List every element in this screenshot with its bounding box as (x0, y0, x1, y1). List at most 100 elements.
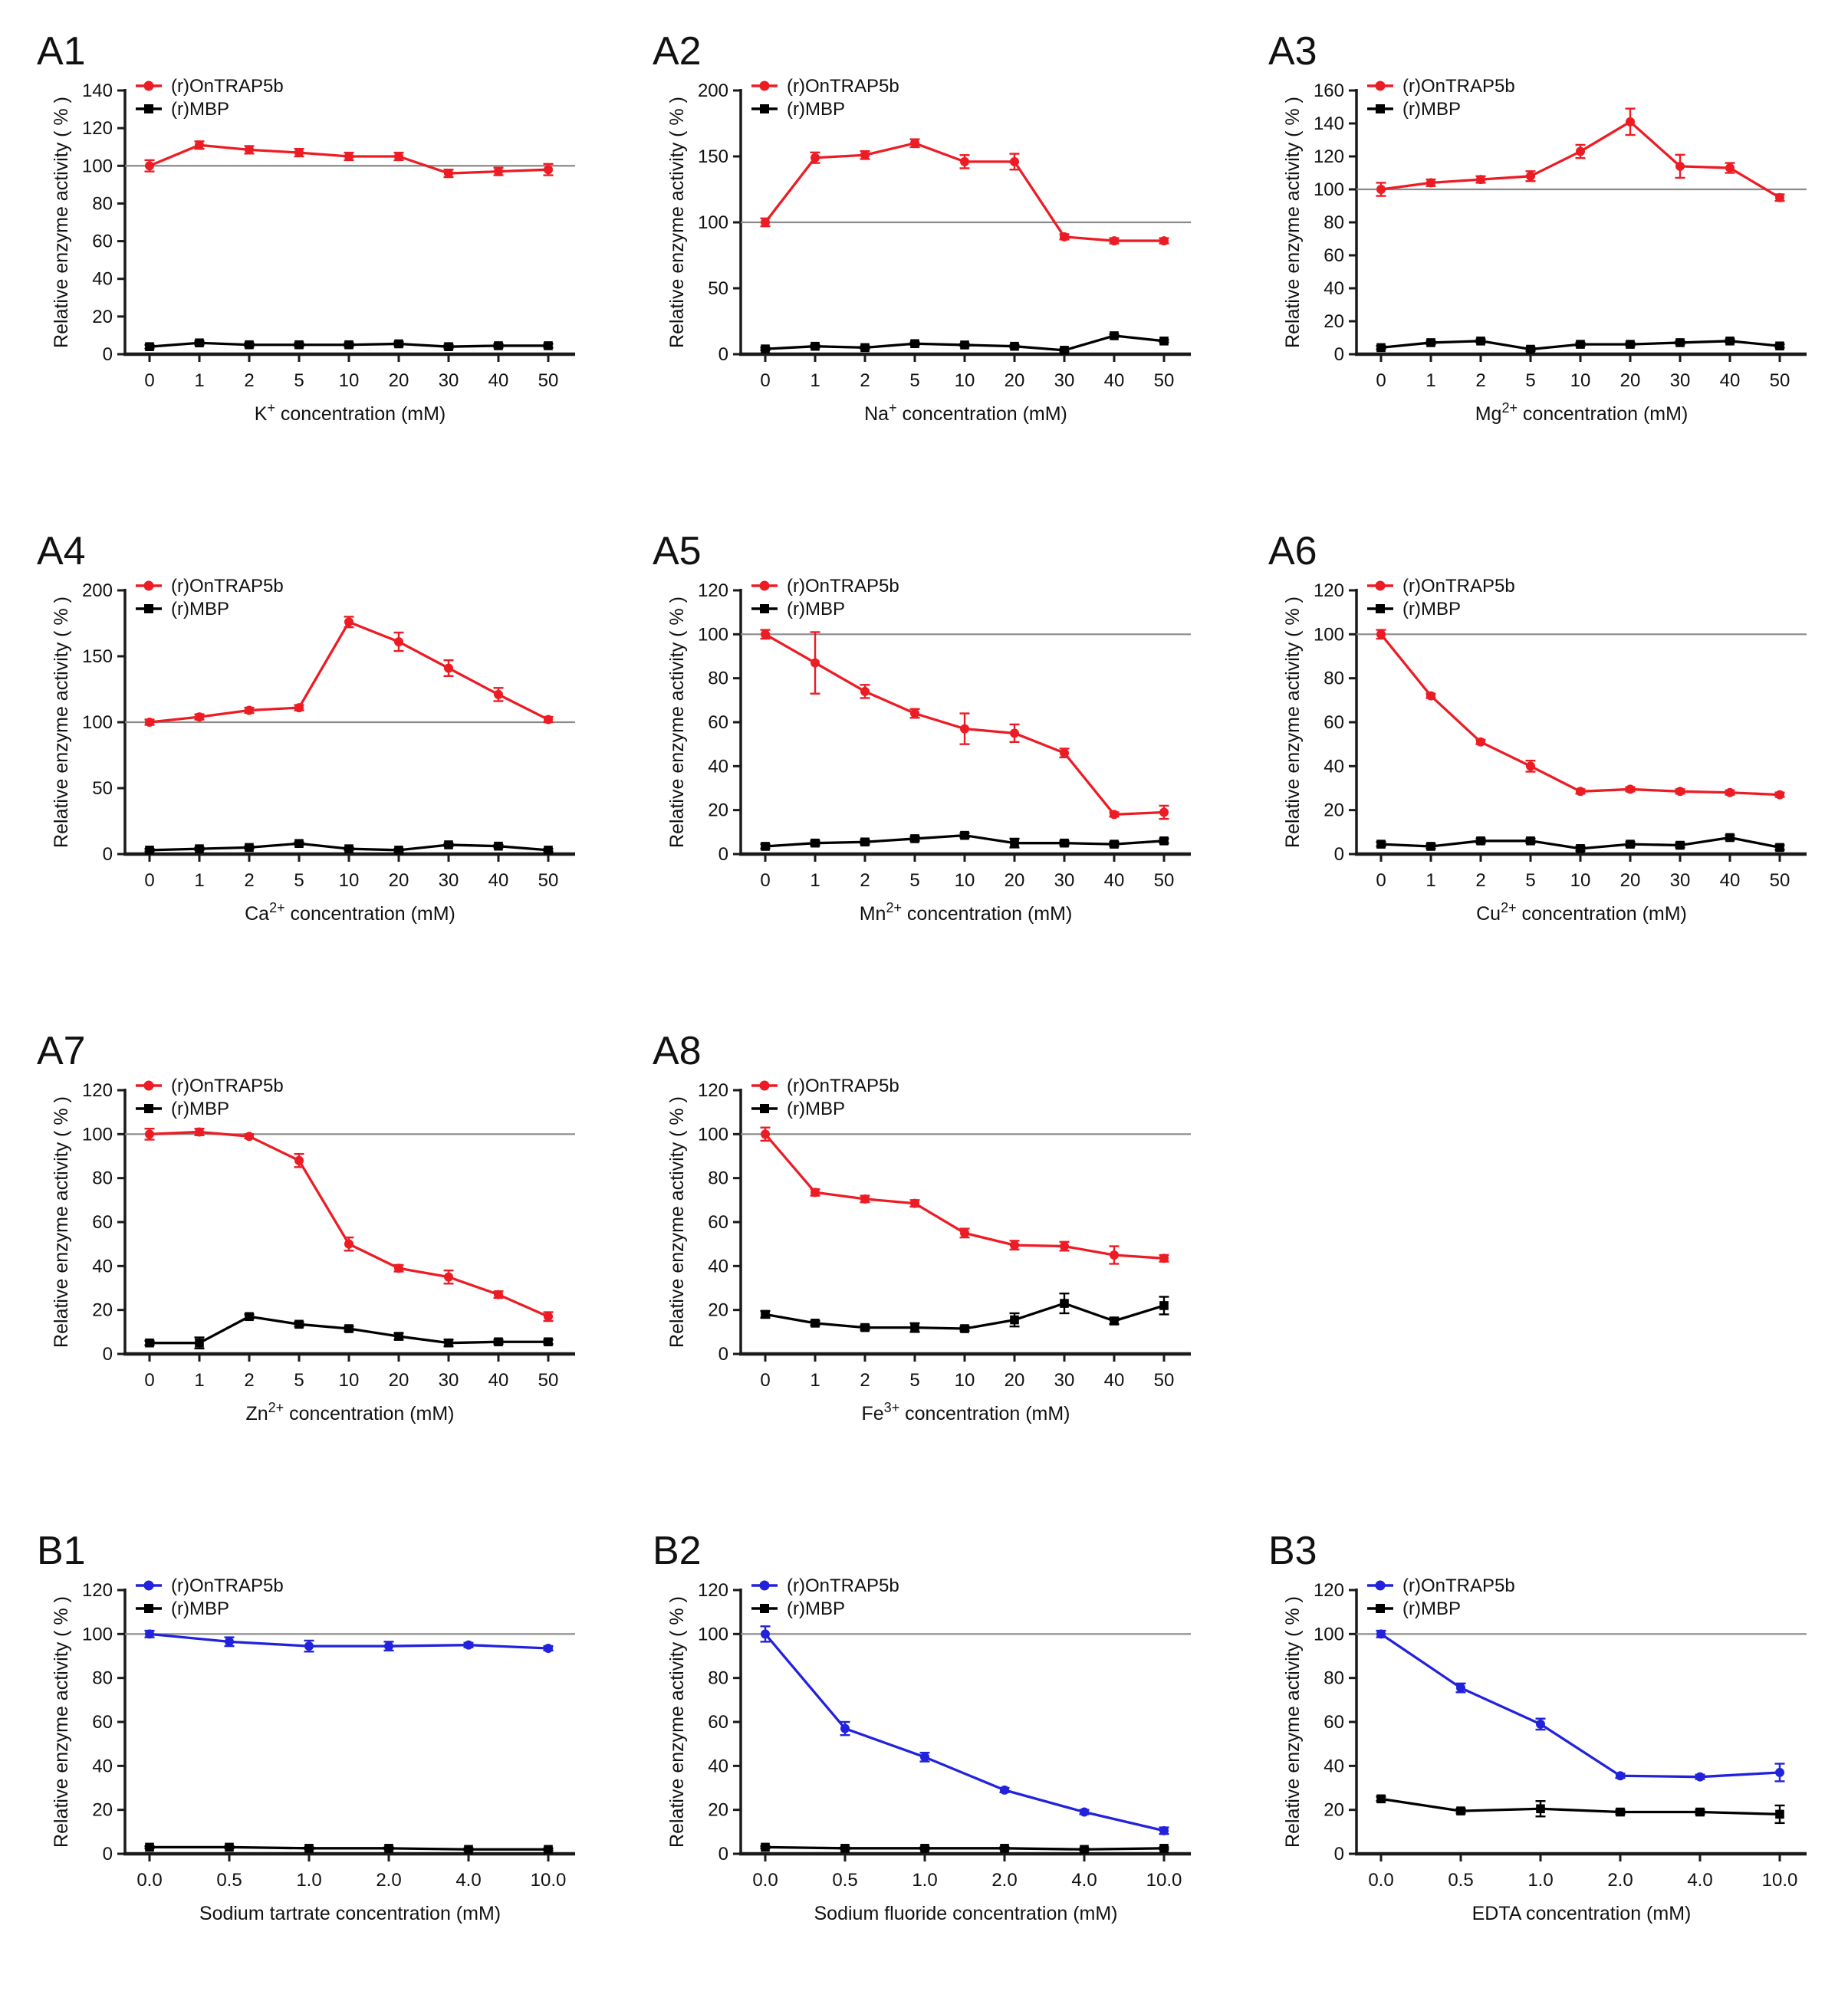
x-tick-label: 20 (389, 870, 409, 891)
panel-title: A5 (653, 529, 702, 573)
y-axis-label: Relative enzyme activity ( % ) (1282, 596, 1304, 848)
y-tick-label: 40 (708, 756, 728, 777)
x-tick-label: 2 (1475, 870, 1485, 891)
legend-marker-circle (759, 80, 770, 91)
legend-label: (r)OnTRAP5b (171, 1576, 284, 1596)
x-tick-label: 30 (439, 1370, 459, 1391)
x-tick-label: 50 (1154, 1370, 1175, 1391)
y-axis-label: Relative enzyme activity ( % ) (51, 1096, 72, 1348)
data-point (544, 341, 553, 350)
panel-title: A3 (1268, 29, 1317, 74)
y-axis-label: Relative enzyme activity ( % ) (51, 97, 72, 348)
data-point (544, 1312, 553, 1322)
data-point (860, 343, 870, 353)
y-tick-label: 120 (698, 1080, 728, 1101)
x-tick-label: 50 (1770, 870, 1790, 891)
y-tick-label: 40 (92, 269, 113, 290)
x-tick-label: 1 (1425, 370, 1435, 391)
x-tick-label: 10.0 (1146, 1870, 1182, 1891)
data-point (1775, 790, 1784, 800)
legend-marker-circle (759, 1080, 770, 1091)
data-point (811, 341, 820, 351)
y-tick-label: 160 (1314, 80, 1344, 101)
y-tick-label: 0 (718, 1344, 728, 1365)
legend-label: (r)OnTRAP5b (787, 1076, 899, 1096)
legend-marker-square (144, 1604, 153, 1613)
legend-marker-square (760, 1604, 769, 1613)
axes: 0 20 40 60 80 100 120 0 1 2 5 10 20 30 40 50 (82, 1080, 575, 1391)
x-tick-label: 50 (1154, 370, 1175, 391)
x-tick-label: 10 (955, 870, 975, 891)
data-point (1725, 337, 1735, 346)
data-point (860, 150, 870, 160)
data-point (1376, 185, 1386, 194)
data-point (344, 1324, 353, 1333)
x-tick-label: 2 (244, 870, 254, 891)
data-point (1159, 1825, 1169, 1835)
data-point (225, 1637, 234, 1647)
x-tick-label: 20 (1620, 370, 1641, 391)
data-point (394, 637, 403, 647)
y-tick-label: 80 (708, 669, 728, 689)
panel-title: A8 (653, 1029, 702, 1073)
data-point (910, 138, 919, 148)
data-point (544, 165, 553, 175)
y-tick-label: 50 (92, 778, 113, 799)
legend: (r)OnTRAP5b(r)MBP (136, 1576, 284, 1619)
data-point (811, 658, 820, 668)
series-mbp (760, 830, 1169, 851)
x-axis-label: Fe3+ concentration (mM) (861, 1400, 1070, 1424)
x-tick-label: 2.0 (376, 1870, 401, 1891)
legend-label: (r)MBP (787, 1099, 845, 1119)
x-tick-label: 30 (1670, 870, 1691, 891)
data-point (1376, 1629, 1386, 1639)
chart-A6: A6 0 20 40 60 80 100 120 0 1 2 5 10 20 30 40 50 Cu2+ conc… (1268, 529, 1807, 925)
data-point (544, 1337, 553, 1347)
y-tick-label: 20 (1324, 800, 1344, 821)
panel-cell-B2: B2 0 20 40 60 80 100 120 0.0 0.5 1.0 2.0 4.0 10.0 Sodi… (616, 1500, 1231, 1999)
panel-title: A4 (37, 529, 86, 573)
chart-A2: A2 0 50 100 150 200 0 1 2 5 10 20 30 40 50 Na+ concentr… (653, 29, 1191, 425)
y-tick-label: 0 (718, 344, 728, 365)
data-point (1376, 840, 1386, 849)
panel-cell-A6: A6 0 20 40 60 80 100 120 0 1 2 5 10 20 30 40 50 Cu2+ conc… (1231, 500, 1847, 1000)
y-tick-label: 0 (1334, 344, 1344, 365)
data-point (195, 712, 204, 722)
legend-marker-square (1376, 104, 1385, 113)
y-tick-label: 40 (1324, 278, 1344, 299)
data-point (1476, 836, 1485, 846)
data-point (1775, 341, 1784, 351)
data-point (1110, 1316, 1119, 1326)
data-point (195, 1338, 204, 1348)
data-point (1159, 807, 1169, 817)
data-point (1159, 1254, 1169, 1263)
legend-label: (r)OnTRAP5b (171, 576, 284, 596)
data-point (811, 838, 820, 848)
y-tick-label: 120 (698, 580, 728, 601)
y-tick-label: 40 (1324, 1756, 1344, 1776)
x-axis-label: Sodium fluoride concentration (mM) (814, 1903, 1118, 1924)
y-tick-label: 140 (82, 80, 113, 101)
data-point (304, 1844, 314, 1853)
y-tick-label: 60 (1324, 1712, 1344, 1733)
legend-label: (r)OnTRAP5b (171, 1076, 284, 1096)
data-point (1456, 1806, 1465, 1815)
data-point (960, 1324, 969, 1333)
legend: (r)OnTRAP5b(r)MBP (1367, 576, 1515, 619)
data-point (761, 218, 770, 227)
data-point (394, 846, 403, 855)
x-tick-label: 1 (810, 370, 820, 391)
data-point (920, 1752, 929, 1762)
x-tick-label: 5 (1525, 870, 1535, 891)
legend-label: (r)MBP (787, 1598, 845, 1619)
x-tick-label: 1 (194, 870, 204, 891)
y-tick-label: 40 (708, 1256, 728, 1276)
x-tick-label: 0 (144, 1370, 154, 1391)
x-tick-label: 1.0 (296, 1870, 321, 1891)
y-tick-label: 20 (92, 307, 113, 327)
x-tick-label: 30 (1054, 370, 1075, 391)
legend-marker-circle (143, 1580, 154, 1591)
data-point (1060, 1299, 1069, 1308)
y-tick-label: 60 (92, 232, 113, 252)
data-point (1616, 1807, 1625, 1817)
